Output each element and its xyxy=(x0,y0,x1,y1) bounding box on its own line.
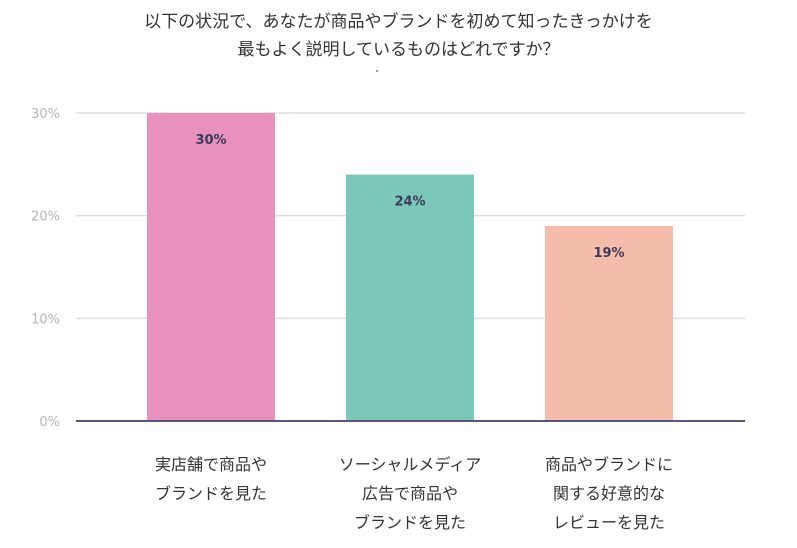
category-label: 実店舗で商品やブランドを見た xyxy=(155,455,267,503)
bar-value-label: 30% xyxy=(195,133,226,148)
chart-title-line-1: 以下の状況で、あなたが商品やブランドを初めて知ったきっかけを xyxy=(144,12,653,32)
chart-title-line-2: 最もよく説明しているものはどれですか？ xyxy=(237,40,560,60)
y-tick-label: 30% xyxy=(31,107,60,122)
bars xyxy=(147,113,673,421)
bar xyxy=(147,113,275,421)
bar-value-label: 19% xyxy=(593,246,624,261)
category-label: ソーシャルメディア広告で商品やブランドを見た xyxy=(339,455,482,532)
y-axis-tick-labels: 0% 10% 20% 30% xyxy=(31,107,60,430)
y-tick-label: 10% xyxy=(31,312,60,327)
y-tick-label: 20% xyxy=(31,210,60,225)
chart-title: 以下の状況で、あなたが商品やブランドを初めて知ったきっかけを 最もよく説明してい… xyxy=(0,8,797,64)
bar xyxy=(346,174,474,421)
y-tick-label: 0% xyxy=(39,415,60,430)
category-labels: 実店舗で商品やブランドを見た ソーシャルメディア広告で商品やブランドを見た商品やブ… xyxy=(155,455,673,532)
bar xyxy=(545,225,673,421)
category-label: 商品やブランドに関する好意的なレビューを見た xyxy=(545,455,673,532)
bar-value-label: 24% xyxy=(394,195,425,210)
title-separator-dot xyxy=(376,70,378,72)
bar-value-labels: 30% 24% 19% xyxy=(195,133,624,261)
